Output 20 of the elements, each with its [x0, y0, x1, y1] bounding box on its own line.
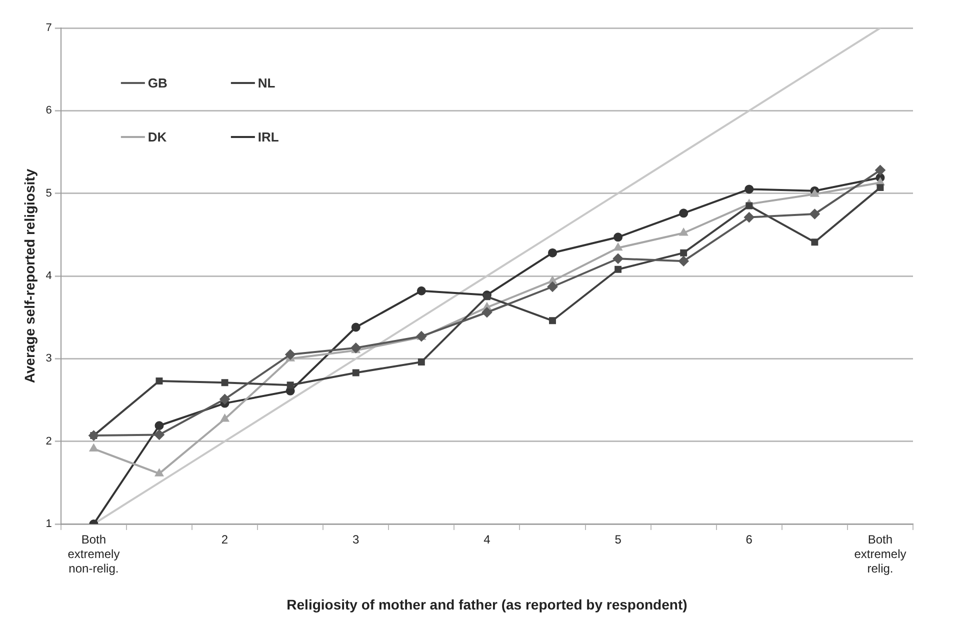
legend-label: GB — [148, 76, 168, 91]
y-tick-label: 6 — [46, 104, 52, 117]
x-axis-title: Religiosity of mother and father (as reported by respondent) — [286, 596, 688, 612]
y-tick-label: 5 — [46, 187, 52, 200]
y-tick-label: 7 — [46, 22, 52, 34]
y-axis-title: Average self-reported religiosity — [21, 168, 38, 384]
x-tick-label: Both extremely non-relig. — [68, 532, 120, 576]
legend-label: DK — [148, 130, 168, 145]
x-tick-label: 4 — [484, 532, 491, 547]
y-tick-label: 3 — [46, 352, 52, 365]
x-tick-label: 2 — [221, 532, 228, 547]
legend-label: NL — [258, 76, 276, 91]
y-tick-label: 2 — [46, 435, 52, 448]
legend-label: IRL — [258, 130, 279, 145]
x-tick-label: Both extremely relig. — [854, 532, 906, 576]
x-tick-label: 6 — [746, 532, 753, 547]
x-tick-label: 3 — [352, 532, 360, 547]
x-tick-label: 5 — [614, 532, 622, 547]
y-tick-label: 1 — [46, 518, 52, 530]
y-tick-label: 4 — [46, 270, 52, 282]
